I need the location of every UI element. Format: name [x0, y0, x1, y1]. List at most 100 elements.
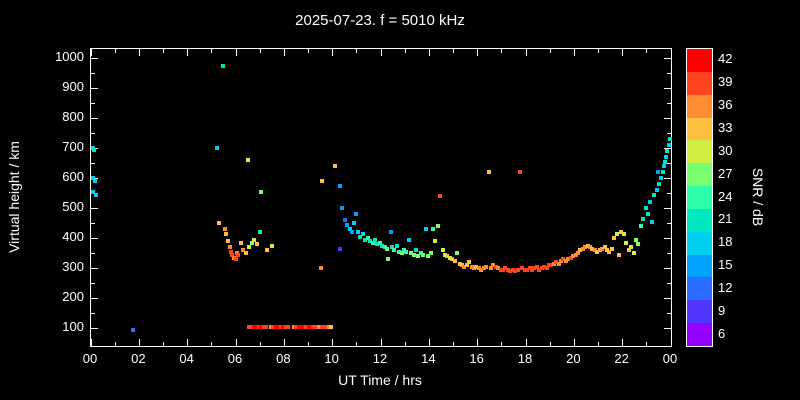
- x-major-tick: [187, 49, 189, 56]
- data-point: [590, 246, 595, 251]
- data-point: [283, 324, 288, 329]
- colorbar-segment: [687, 94, 712, 118]
- data-point: [243, 251, 248, 255]
- x-major-tick: [380, 49, 382, 56]
- data-point: [365, 236, 370, 240]
- data-point: [467, 260, 472, 264]
- data-point: [337, 183, 342, 188]
- colorbar-segment: [687, 49, 712, 72]
- x-major-tick: [477, 339, 479, 346]
- data-point: [527, 266, 532, 270]
- data-point: [324, 324, 329, 329]
- colorbar-tick-label: 30: [718, 142, 733, 158]
- data-point: [580, 246, 585, 251]
- data-point: [220, 63, 225, 68]
- data-point: [592, 248, 597, 252]
- data-point: [604, 248, 609, 252]
- data-point: [563, 258, 568, 263]
- data-point: [629, 245, 634, 249]
- data-point: [265, 248, 270, 252]
- data-point: [304, 324, 309, 329]
- data-point: [664, 155, 669, 159]
- data-point: [380, 243, 385, 248]
- x-major-tick: [332, 49, 334, 56]
- data-point: [641, 216, 646, 221]
- data-point: [406, 237, 411, 242]
- data-point: [566, 257, 571, 261]
- data-point: [270, 243, 275, 248]
- x-tick-label: 20: [566, 351, 581, 366]
- y-minor-tick: [91, 252, 95, 254]
- data-point: [503, 266, 508, 270]
- data-point: [271, 324, 276, 329]
- plot-area: [90, 48, 672, 347]
- x-minor-tick: [453, 342, 454, 346]
- data-point: [93, 179, 98, 183]
- data-point: [585, 243, 590, 248]
- data-point: [389, 245, 394, 249]
- data-point: [388, 230, 393, 234]
- data-point: [377, 240, 382, 245]
- y-minor-tick: [91, 312, 95, 314]
- data-point: [329, 324, 334, 329]
- colorbar-tick-label: 36: [718, 97, 733, 113]
- data-point: [91, 147, 96, 152]
- data-point: [433, 239, 438, 243]
- y-major-tick: [91, 57, 98, 59]
- data-point: [665, 149, 670, 153]
- x-minor-tick: [646, 342, 648, 346]
- y-major-tick: [91, 327, 98, 329]
- data-point: [392, 248, 397, 252]
- data-point: [508, 269, 513, 273]
- data-point: [285, 324, 290, 329]
- data-point: [530, 267, 535, 272]
- data-point: [472, 266, 477, 270]
- x-tick-label: 22: [614, 351, 629, 366]
- data-point: [411, 252, 416, 257]
- data-point: [559, 258, 564, 263]
- data-point: [435, 224, 440, 228]
- data-point: [575, 251, 580, 255]
- data-point: [337, 246, 342, 251]
- colorbar-segment: [687, 208, 712, 232]
- x-minor-tick: [598, 49, 599, 53]
- x-minor-tick: [404, 342, 406, 346]
- x-major-tick: [622, 339, 624, 346]
- colorbar-tick-label: 24: [718, 188, 733, 204]
- data-point: [301, 324, 306, 329]
- y-tick-label: 1000: [55, 49, 84, 64]
- data-point: [649, 219, 654, 224]
- y-major-tick: [664, 177, 671, 179]
- data-point: [386, 257, 391, 261]
- data-point: [261, 324, 266, 329]
- data-point: [660, 170, 665, 174]
- data-point: [247, 324, 252, 329]
- data-point: [666, 143, 671, 147]
- data-point: [486, 170, 491, 174]
- data-point: [452, 258, 457, 263]
- data-point: [399, 251, 404, 255]
- data-point: [352, 221, 357, 225]
- data-point: [588, 245, 593, 249]
- y-major-tick: [664, 207, 671, 209]
- colorbar-segment: [687, 163, 712, 187]
- data-point: [404, 249, 409, 254]
- data-point: [234, 257, 238, 261]
- y-major-tick: [91, 267, 98, 269]
- y-major-tick: [91, 87, 98, 89]
- y-minor-tick: [667, 72, 671, 74]
- data-point: [544, 266, 549, 270]
- x-minor-tick: [114, 342, 116, 346]
- colorbar-tick-label: 21: [718, 211, 733, 227]
- x-tick-label: 14: [421, 351, 436, 366]
- data-point: [643, 206, 648, 210]
- y-major-tick: [91, 207, 98, 209]
- data-point: [91, 189, 96, 194]
- data-point: [513, 269, 518, 273]
- data-point: [600, 246, 605, 251]
- data-point: [256, 324, 261, 329]
- colorbar-tick-label: 15: [718, 257, 733, 273]
- y-tick-label: 700: [62, 139, 84, 154]
- data-point: [655, 170, 660, 174]
- x-major-tick: [428, 49, 430, 56]
